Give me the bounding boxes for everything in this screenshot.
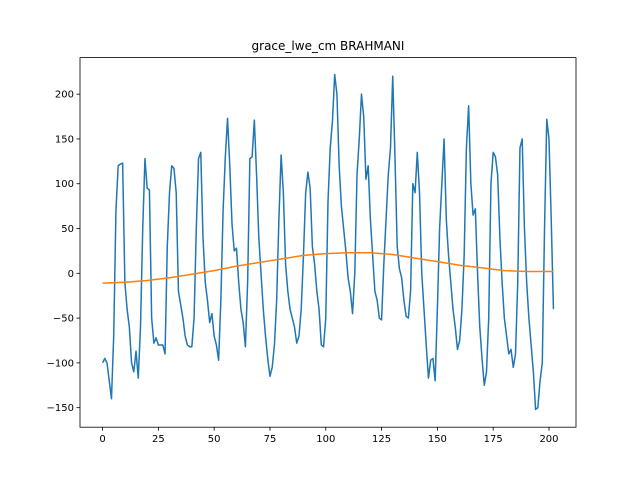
x-tick-label: 50 [208,434,221,445]
chart-title: grace_lwe_cm BRAHMANI [252,39,405,53]
x-tick-label: 100 [316,434,335,445]
axes-frame [79,57,577,428]
x-tick-label: 175 [484,434,503,445]
x-tick-label: 75 [264,434,277,445]
y-tick-label: 150 [55,134,74,145]
x-tick-label: 125 [372,434,391,445]
x-tick-label: 150 [428,434,447,445]
y-tick-label: 200 [55,90,74,101]
y-tick-label: −50 [53,314,74,325]
x-tick-label: 200 [539,434,558,445]
y-tick-label: 100 [55,179,74,190]
y-tick-label: −100 [47,358,74,369]
x-tick-label: 0 [99,434,105,445]
plot-area [101,73,555,411]
data-line [102,251,554,284]
x-tick-label: 25 [152,434,165,445]
y-tick-label: 0 [68,269,74,280]
data-line [101,73,555,411]
y-tick-label: −150 [47,403,74,414]
y-tick-label: 50 [61,224,74,235]
